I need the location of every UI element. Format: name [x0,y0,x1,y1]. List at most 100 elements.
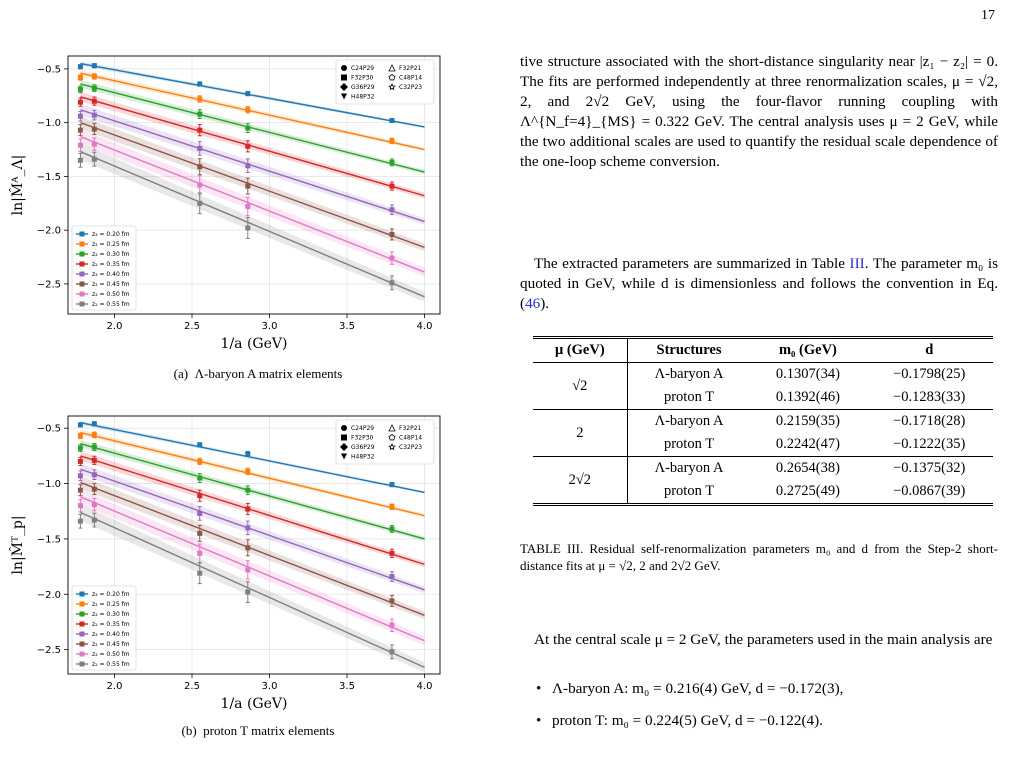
ensemble-legend-label: F32P21 [399,425,422,432]
list-item: proton T: m₀ = 0.224(5) GeV, d = −0.122(… [536,712,843,730]
legend-marker [388,442,396,451]
series-legend-label: z₂ = 0.55 fm [92,301,130,308]
data-point [77,99,83,105]
data-point [197,442,203,448]
data-point [197,200,203,206]
x-axis-label: 1/a (GeV) [221,336,288,352]
y-tick-label: −1.5 [37,534,61,545]
ensemble-legend-label: F32P30 [351,435,374,442]
fit-error-band [80,451,425,568]
legend-swatch-marker [79,641,85,647]
page-number: 17 [981,8,995,23]
data-point [389,280,395,286]
y-tick-label: −0.5 [37,424,61,435]
series-legend-label: z₂ = 0.25 fm [92,241,130,248]
data-point [91,126,97,132]
legend-marker [341,65,347,71]
equation-ref-link[interactable]: 46 [525,295,541,312]
data-point [91,486,97,492]
series-legend-label: z₂ = 0.40 fm [92,271,130,278]
y-tick-label: −2.5 [37,645,61,656]
fit-line [80,62,425,128]
data-point [197,182,203,188]
fit-line [80,72,425,151]
data-point [389,504,395,510]
series-legend-label: z₂ = 0.45 fm [92,281,130,288]
fit-line [80,511,425,668]
fit-error-band [80,489,425,646]
series-8 [77,504,425,673]
fit-line [80,83,425,173]
x-tick-label: 2.5 [184,321,200,332]
series-2 [77,429,425,518]
data-point [197,570,203,576]
y-tick-label: −2.0 [37,226,61,237]
series-legend-label: z₂ = 0.35 fm [92,261,130,268]
data-point [77,518,83,524]
paragraph-1: tive structure associated with the short… [520,53,998,170]
legend-marker [340,443,348,451]
series-5 [77,463,425,594]
series-3 [77,439,425,542]
legend-swatch-marker [79,621,85,627]
data-point [91,472,97,478]
fit-line [80,121,425,249]
ensemble-legend-label: F32P30 [351,75,374,82]
series-legend-label: z₂ = 0.20 fm [92,591,130,598]
series-legend: z₂ = 0.20 fm z₂ = 0.25 fm z₂ = 0.30 fm z₂ =… [71,585,137,671]
data-point [197,96,203,102]
fit-line [80,455,425,566]
legend-marker [340,83,348,91]
data-point [389,183,395,189]
ensemble-legend: C24P29 F32P21 F32P30 C48P14 G36P29 C32P23 H48P… [335,59,435,105]
data-point [197,145,203,151]
data-point [77,458,83,464]
data-point [197,550,203,556]
y-tick-label: −0.5 [37,64,61,75]
legend-swatch-marker [79,261,85,267]
data-point [245,107,251,113]
data-point [389,207,395,213]
legend-swatch-marker [79,601,85,607]
header-m0: m₀ (GeV) [778,342,837,358]
series-1 [77,420,425,494]
table-caption: TABLE III. Residual self-renormalization… [520,541,998,573]
fit-error-band [80,504,425,673]
data-point [245,451,251,457]
x-tick-label: 2.5 [184,681,200,692]
data-point [91,73,97,79]
fit-line [80,496,425,642]
data-point [91,112,97,118]
paragraph-2: The extracted parameters are summarized … [520,255,998,312]
table-row: proton T 0.2242(47) −0.1222(35) [663,436,966,452]
x-tick-label: 4.0 [417,681,433,692]
table-row: 2√2 Λ-baryon A 0.2654(38) −0.1375(32) [533,456,993,505]
series-2 [77,70,425,152]
series-legend-label: z₂ = 0.30 fm [92,251,130,258]
x-tick-label: 2.0 [107,681,123,692]
data-point [245,125,251,131]
data-point [197,510,203,516]
plot-area: 2.0 2.5 3.0 3.5 4.0 −0.5 −1.0 −1.5 −2.0 −2.5 C24P2… [37,55,441,332]
data-point [77,75,83,80]
data-point [245,506,251,512]
ensemble-legend-label: G36P29 [351,84,375,91]
data-point [91,432,97,438]
series-legend-label: z₂ = 0.35 fm [92,621,130,628]
fit-line [80,109,425,223]
series-6 [77,116,425,252]
series-4 [77,451,425,568]
fit-error-band [80,463,425,594]
table-ref-link[interactable]: III [849,255,865,272]
fit-error-band [80,129,425,277]
fit-error-band [80,439,425,542]
data-point [77,433,83,439]
y-axis-label: ln|M̂ᴬ_Λ| [8,155,26,216]
data-point [77,86,83,92]
data-point [389,622,395,628]
data-point [197,81,203,87]
data-point [77,64,83,70]
data-point [77,503,83,509]
ensemble-legend-box [335,59,435,105]
table-row: √2 Λ-baryon A 0.1307(34) −0.1798(25) [533,362,993,410]
